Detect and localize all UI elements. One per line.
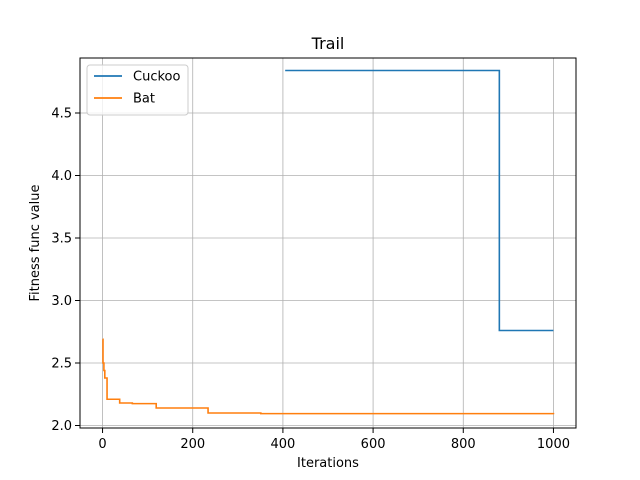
y-tick-label: 2.0 bbox=[51, 419, 72, 434]
y-tick-label: 4.5 bbox=[51, 107, 72, 122]
grid-lines bbox=[80, 58, 576, 428]
x-tick-label: 200 bbox=[180, 437, 205, 452]
y-tick-label: 3.0 bbox=[51, 294, 72, 309]
x-tick-label: 0 bbox=[98, 437, 106, 452]
legend-label-cuckoo: Cuckoo bbox=[133, 70, 180, 85]
x-tick-label: 400 bbox=[270, 437, 295, 452]
series-line-cuckoo bbox=[285, 69, 554, 332]
legend-label-bat: Bat bbox=[133, 92, 155, 107]
y-tick-label: 3.5 bbox=[51, 232, 72, 247]
x-axis-label: Iterations bbox=[297, 456, 359, 471]
y-tick-label: 2.5 bbox=[51, 357, 72, 372]
legend: Cuckoo Bat bbox=[86, 64, 189, 116]
x-tick-label: 1000 bbox=[537, 437, 570, 452]
chart-title: Trail bbox=[311, 34, 345, 53]
x-tick-label: 800 bbox=[451, 437, 476, 452]
plot-frame bbox=[79, 57, 577, 429]
series-lines bbox=[102, 69, 555, 415]
y-axis-label: Fitness func value bbox=[28, 184, 43, 301]
axis-ticks: 0 200 400 600 800 1000 2.0 2.5 3.0 3.5 4.0 4.5 bbox=[51, 107, 570, 453]
x-tick-label: 600 bbox=[361, 437, 386, 452]
series-line-bat bbox=[102, 338, 555, 415]
y-tick-label: 4.0 bbox=[51, 169, 72, 184]
legend-box bbox=[86, 64, 189, 116]
